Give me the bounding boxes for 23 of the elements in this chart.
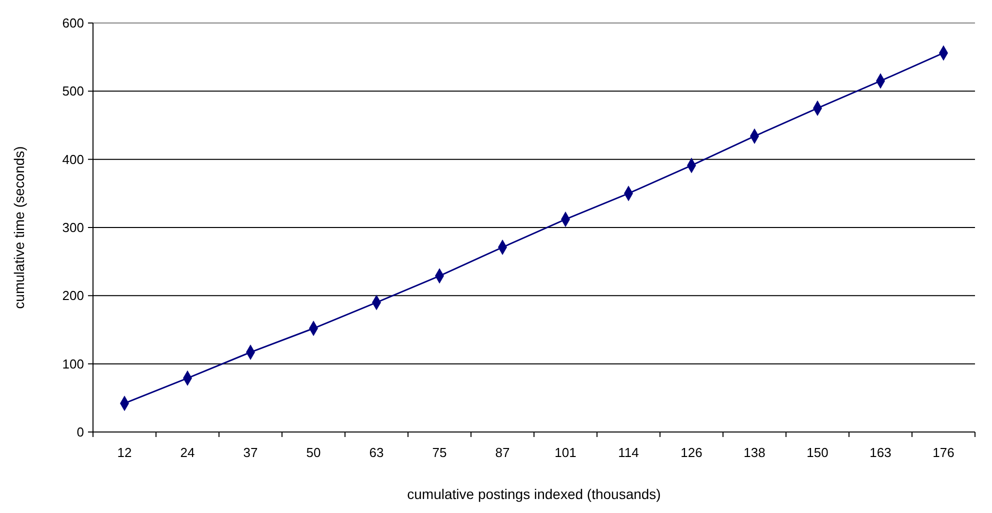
y-tick-label: 300 (62, 220, 84, 236)
y-tick-label: 100 (62, 356, 84, 372)
x-tick-label: 163 (870, 445, 892, 460)
x-tick-label: 126 (680, 445, 702, 460)
y-tick-label: 500 (62, 84, 84, 99)
y-axis-title: cumulative time (seconds) (11, 146, 27, 309)
x-tick-label: 114 (618, 445, 639, 460)
x-tick-label: 12 (117, 445, 132, 460)
x-tick-label: 150 (806, 445, 828, 460)
x-axis-title: cumulative postings indexed (thousands) (407, 486, 661, 502)
x-tick-label: 63 (369, 445, 384, 460)
x-tick-label: 176 (932, 445, 954, 460)
x-tick-label: 138 (744, 445, 766, 460)
x-tick-label: 50 (306, 445, 321, 460)
x-tick-label: 24 (180, 445, 195, 460)
y-tick-label: 200 (62, 288, 84, 304)
x-tick-label: 101 (554, 445, 576, 460)
y-tick-label: 600 (62, 16, 84, 31)
x-tick-label: 87 (495, 445, 510, 460)
x-tick-label: 37 (243, 445, 258, 460)
y-tick-label: 400 (62, 152, 84, 167)
y-tick-label: 0 (76, 424, 84, 440)
x-tick-label: 75 (432, 445, 447, 460)
